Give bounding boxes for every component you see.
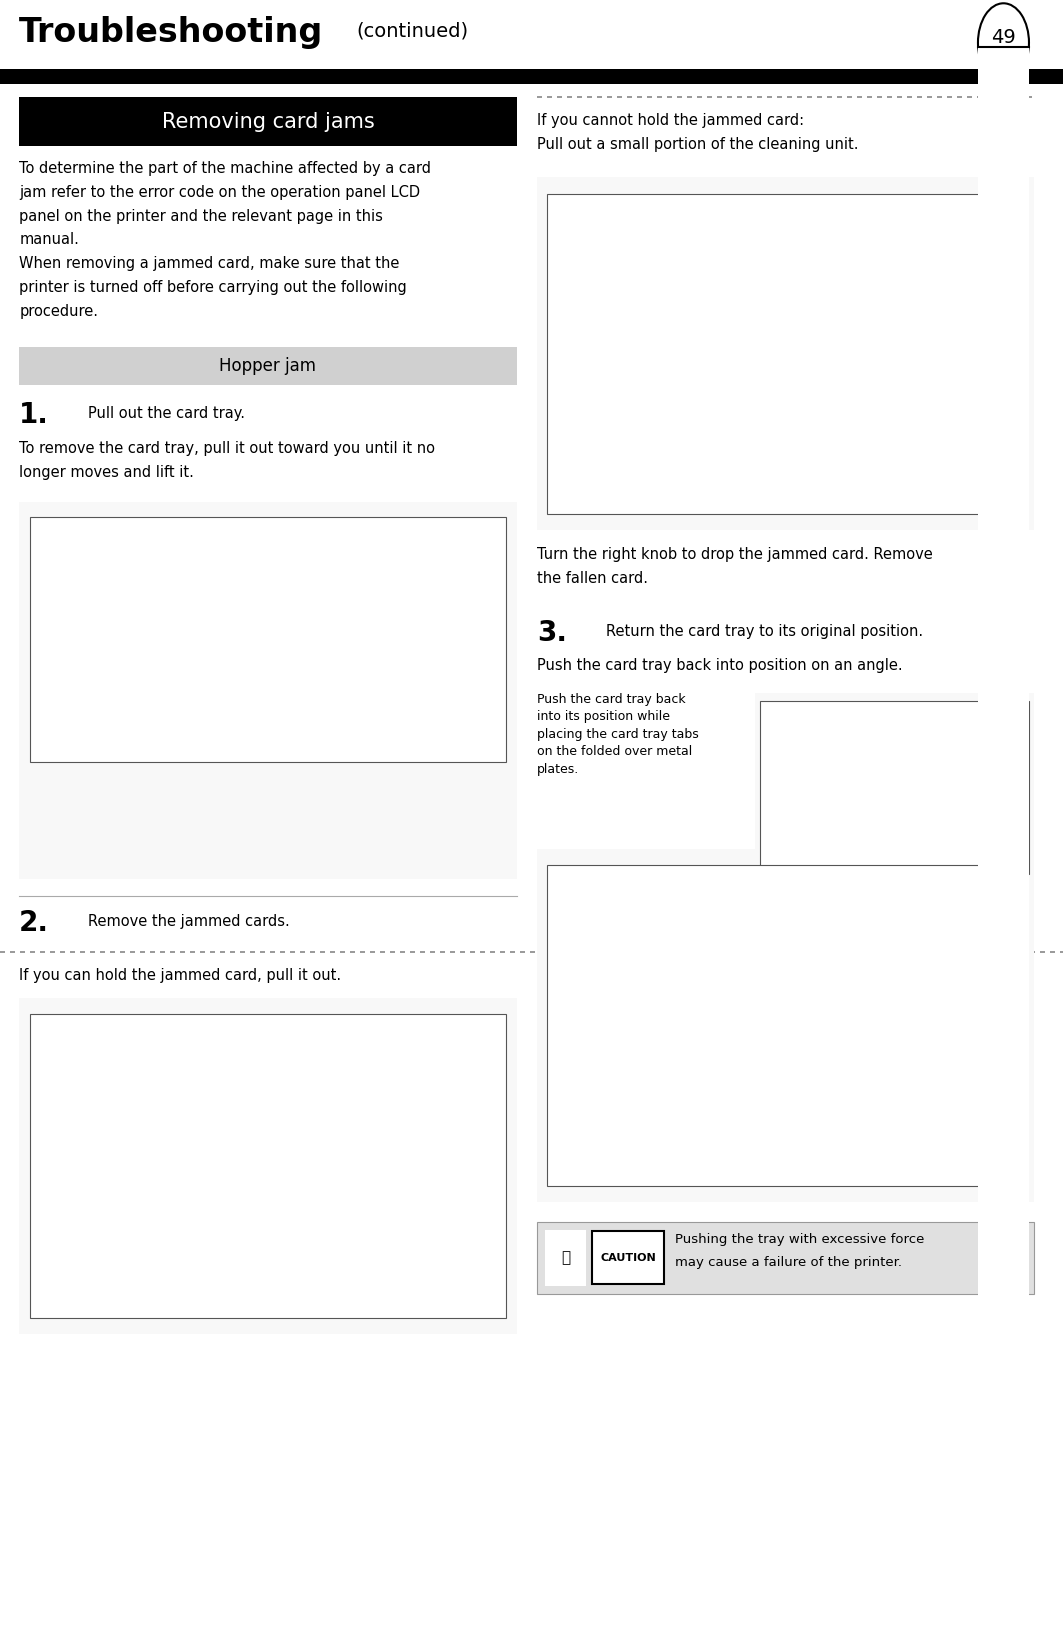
Text: manual.: manual. — [19, 232, 79, 248]
Text: 49: 49 — [991, 28, 1016, 48]
Text: (continued): (continued) — [356, 21, 468, 41]
Bar — [592, 1232, 664, 1284]
Text: Push the card tray back
into its position while
placing the card tray tabs
on th: Push the card tray back into its positio… — [537, 693, 698, 777]
Bar — [755, 693, 1034, 882]
Bar — [30, 517, 506, 762]
Text: 3.: 3. — [537, 619, 567, 647]
Text: CAUTION: CAUTION — [601, 1253, 656, 1263]
Text: panel on the printer and the relevant page in this: panel on the printer and the relevant pa… — [19, 209, 383, 223]
Text: longer moves and lift it.: longer moves and lift it. — [19, 465, 195, 479]
Bar — [537, 1222, 1034, 1294]
Text: If you cannot hold the jammed card:: If you cannot hold the jammed card: — [537, 113, 804, 128]
Bar — [760, 701, 1029, 874]
Text: procedure.: procedure. — [19, 304, 98, 319]
Text: jam refer to the error code on the operation panel LCD: jam refer to the error code on the opera… — [19, 186, 420, 200]
Text: Pull out a small portion of the cleaning unit.: Pull out a small portion of the cleaning… — [537, 136, 858, 153]
Bar — [537, 177, 1034, 530]
Bar — [547, 865, 1024, 1186]
Circle shape — [978, 3, 1029, 82]
Text: may cause a failure of the printer.: may cause a failure of the printer. — [675, 1256, 902, 1269]
Text: 1.: 1. — [19, 401, 49, 430]
Text: Hopper jam: Hopper jam — [219, 358, 317, 374]
Text: ✋: ✋ — [561, 1250, 570, 1266]
Bar — [30, 1015, 506, 1319]
Text: To determine the part of the machine affected by a card: To determine the part of the machine aff… — [19, 161, 432, 176]
Text: Push the card tray back into position on an angle.: Push the card tray back into position on… — [537, 658, 902, 673]
Text: To remove the card tray, pull it out toward you until it no: To remove the card tray, pull it out tow… — [19, 440, 435, 456]
Text: Pushing the tray with excessive force: Pushing the tray with excessive force — [675, 1233, 925, 1246]
Text: Remove the jammed cards.: Remove the jammed cards. — [88, 913, 290, 929]
Bar — [19, 97, 517, 146]
Text: If you can hold the jammed card, pull it out.: If you can hold the jammed card, pull it… — [19, 969, 341, 984]
Text: Turn the right knob to drop the jammed card. Remove: Turn the right knob to drop the jammed c… — [537, 547, 932, 562]
Text: printer is turned off before carrying out the following: printer is turned off before carrying ou… — [19, 279, 407, 296]
Text: Return the card tray to its original position.: Return the card tray to its original pos… — [606, 624, 923, 639]
Bar — [545, 1230, 586, 1286]
Text: Removing card jams: Removing card jams — [162, 112, 374, 131]
Bar — [537, 849, 1034, 1202]
Text: 2.: 2. — [19, 910, 49, 938]
Bar — [19, 998, 517, 1335]
Text: Pull out the card tray.: Pull out the card tray. — [88, 407, 246, 422]
Bar — [547, 194, 1024, 514]
Text: Troubleshooting: Troubleshooting — [19, 16, 323, 49]
Text: the fallen card.: the fallen card. — [537, 570, 647, 586]
Bar — [19, 502, 517, 880]
Text: When removing a jammed card, make sure that the: When removing a jammed card, make sure t… — [19, 256, 400, 271]
Bar — [978, 46, 1029, 1642]
Bar — [19, 348, 517, 386]
Bar — [0, 69, 1063, 84]
